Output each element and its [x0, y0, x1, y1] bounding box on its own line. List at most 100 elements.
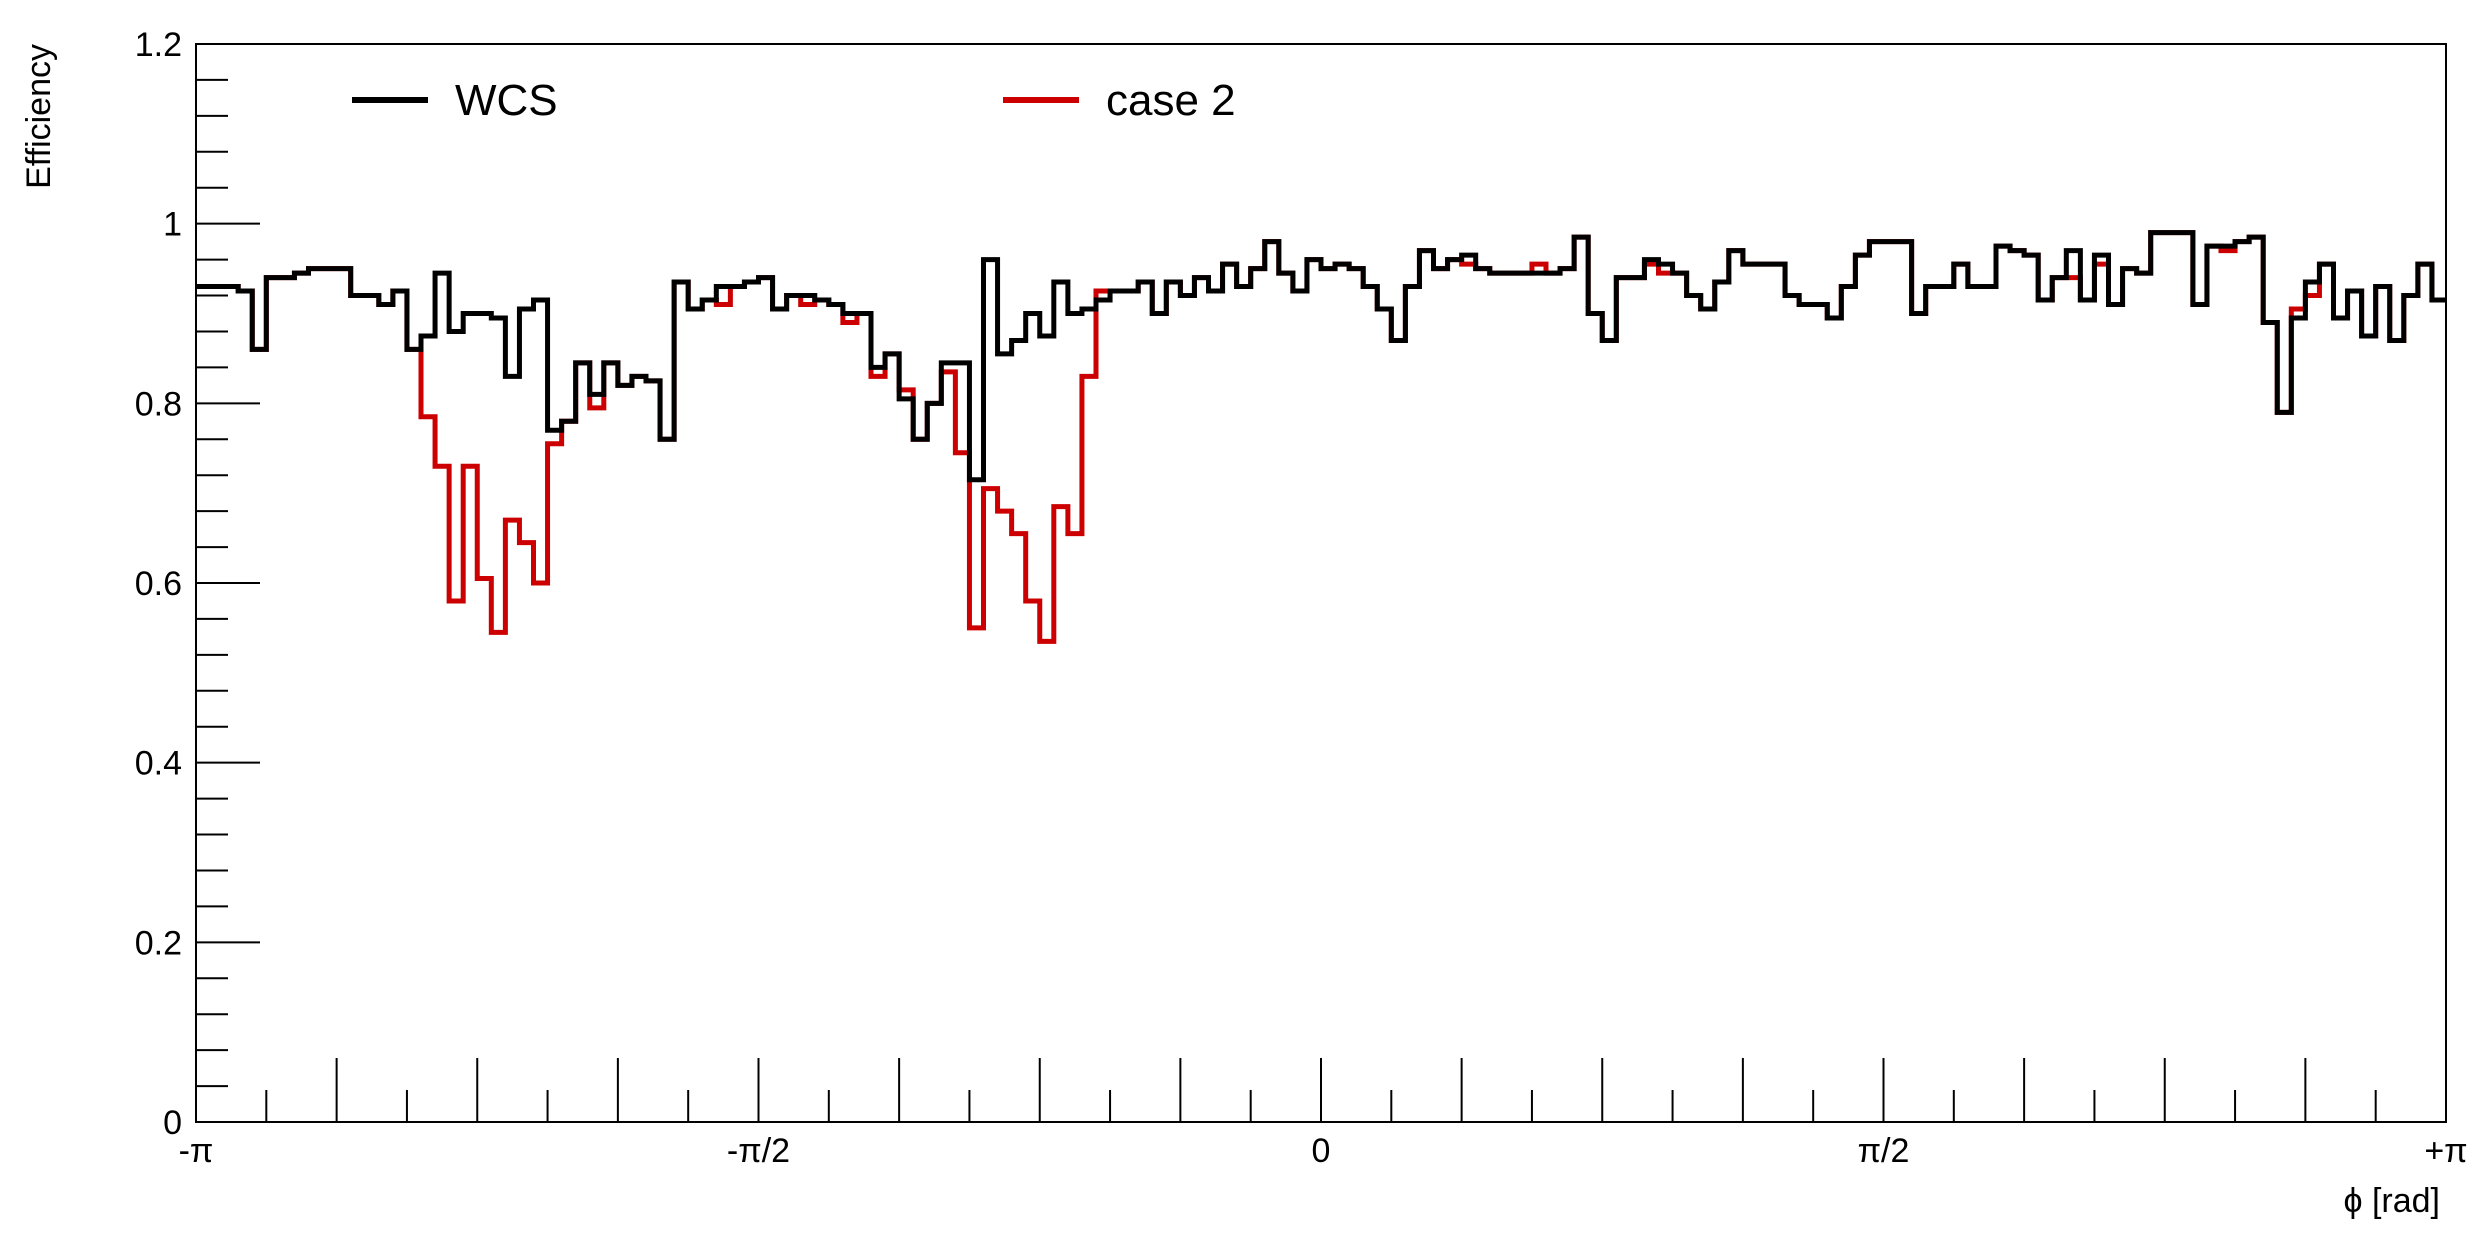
data-bin [196, 285, 210, 289]
data-bin [252, 347, 266, 351]
data-bin [1321, 267, 1335, 271]
data-bin [716, 303, 730, 307]
data-bin [1012, 532, 1026, 536]
y-tick-label: 1 [163, 206, 182, 244]
data-bin [787, 294, 801, 298]
data-bin [1757, 262, 1771, 266]
data-bin [843, 320, 857, 324]
data-bin [2404, 294, 2418, 298]
data-bin [1391, 338, 1405, 342]
data-bin [505, 374, 519, 378]
y-tick-label: 1.2 [135, 26, 182, 64]
data-bin [871, 365, 885, 369]
data-bin [1644, 258, 1658, 262]
data-bin [1068, 532, 1082, 536]
x-tick-label: -π/2 [727, 1132, 790, 1170]
x-axis-title: ϕ [rad] [2343, 1182, 2440, 1220]
data-bin [2305, 280, 2319, 284]
data-bin [2263, 320, 2277, 324]
data-bin [899, 397, 913, 401]
data-bin [1560, 267, 1574, 271]
data-bin [1659, 262, 1673, 266]
data-bin [1152, 312, 1166, 316]
data-bin [2418, 262, 2432, 266]
data-bin [773, 307, 787, 311]
data-bin [1293, 289, 1307, 293]
data-bin [1813, 303, 1827, 307]
data-bin [660, 437, 674, 441]
data-bin [801, 303, 815, 307]
data-bin [1532, 271, 1546, 275]
data-bin [1701, 307, 1715, 311]
data-bin [393, 289, 407, 293]
data-bin [829, 303, 843, 307]
data-bin [1715, 280, 1729, 284]
data-bin [562, 419, 576, 423]
data-bin [407, 347, 421, 351]
data-bin [1602, 338, 1616, 342]
data-bin [744, 280, 758, 284]
data-bin [2249, 235, 2263, 239]
data-bin [2094, 253, 2108, 257]
data-bin [1054, 505, 1068, 509]
data-bin [759, 276, 773, 280]
data-bin [2348, 289, 2362, 293]
data-bin [2291, 316, 2305, 320]
data-bin [801, 294, 815, 298]
data-bin [1504, 271, 1518, 275]
y-tick-label: 0.6 [135, 565, 182, 603]
data-bin [1996, 244, 2010, 248]
data-bin [1377, 307, 1391, 311]
data-bin [365, 294, 379, 298]
data-bin [1546, 271, 1560, 275]
data-bin [2207, 244, 2221, 248]
data-bin [477, 577, 491, 581]
data-bin [309, 267, 323, 271]
data-bin [323, 267, 337, 271]
data-bin [955, 361, 969, 365]
data-bin [1869, 240, 1883, 244]
data-bin [1434, 267, 1448, 271]
data-bin [2376, 285, 2390, 289]
data-bin [1180, 294, 1194, 298]
data-bin [337, 267, 351, 271]
data-bin [984, 487, 998, 491]
data-bin [941, 361, 955, 365]
data-bin [463, 464, 477, 468]
data-bin [1785, 294, 1799, 298]
data-bin [1068, 312, 1082, 316]
data-bin [632, 374, 646, 378]
data-bin [1209, 289, 1223, 293]
data-bin [885, 352, 899, 356]
data-bin [1532, 262, 1546, 266]
y-tick-label: 0.2 [135, 924, 182, 962]
data-bin [1940, 285, 1954, 289]
data-bin [2010, 249, 2024, 253]
data-bin [1687, 294, 1701, 298]
data-bin [2080, 298, 2094, 302]
data-bin [2109, 303, 2123, 307]
data-bin [1476, 267, 1490, 271]
data-bin [1237, 285, 1251, 289]
data-bin [984, 258, 998, 262]
data-bin [351, 294, 365, 298]
series-layer [196, 230, 2446, 644]
data-bin [2193, 303, 2207, 307]
data-bin [604, 361, 618, 365]
data-bin [1251, 267, 1265, 271]
data-bin [280, 276, 294, 280]
data-bin [477, 312, 491, 316]
data-bin [548, 428, 562, 432]
data-bin [646, 379, 660, 383]
data-bin [969, 478, 983, 482]
data-bin [2123, 267, 2137, 271]
data-bin [843, 312, 857, 316]
data-bin [491, 630, 505, 634]
y-tick-label: 0.4 [135, 745, 182, 783]
data-bin [505, 518, 519, 522]
data-bin [1968, 285, 1982, 289]
data-bin [1419, 249, 1433, 253]
data-bin [1096, 298, 1110, 302]
data-bin [1012, 338, 1026, 342]
